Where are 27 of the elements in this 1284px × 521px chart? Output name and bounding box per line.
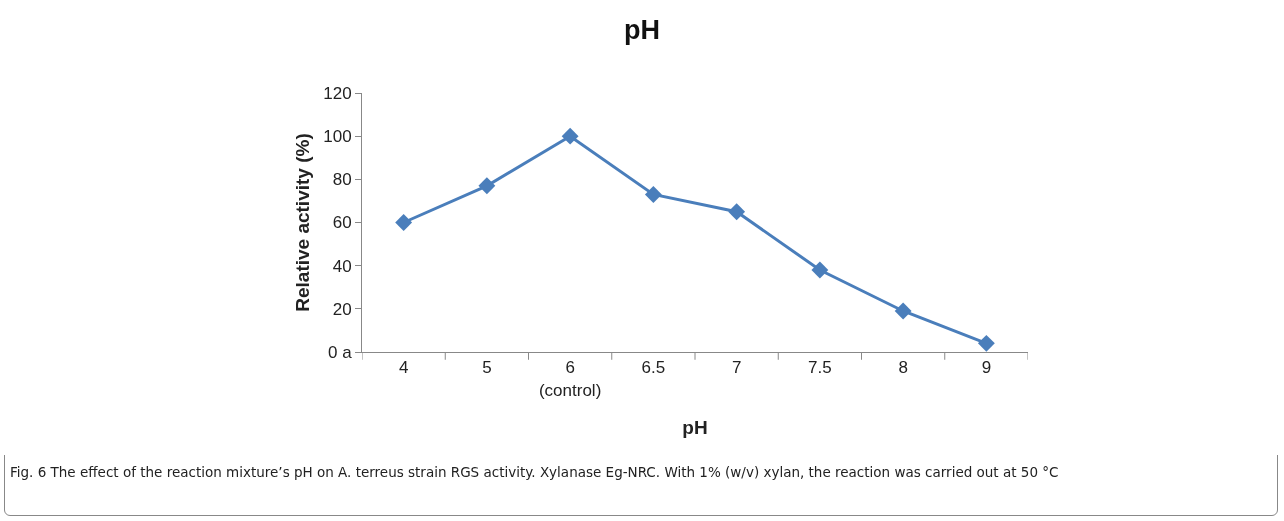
x-tick-label: 8 — [898, 358, 908, 378]
y-tick-label: 0 a — [327, 342, 353, 362]
point — [395, 214, 413, 231]
point — [478, 177, 496, 195]
y-tick-label: 20 — [332, 299, 352, 319]
y-tick-label: 80 — [332, 170, 352, 190]
y-tick-label: 60 — [332, 213, 352, 233]
y-tick-label: 100 — [323, 127, 352, 147]
y-tick-label: 120 — [323, 83, 352, 103]
x-tick-label: 7 — [731, 358, 742, 378]
chart-title: pH — [624, 15, 660, 46]
point — [811, 261, 829, 279]
x-tick-label: 7.5 — [808, 358, 832, 378]
point — [977, 334, 995, 352]
x-tick-label: 9 — [981, 358, 992, 378]
x-tick-label: 6.5 — [641, 358, 666, 378]
x-tick-label: 4 — [398, 358, 409, 378]
x-tick-label: 6 (control) — [538, 358, 602, 400]
point — [728, 203, 746, 221]
y-tick-label: 40 — [332, 256, 352, 276]
point — [561, 127, 579, 145]
x-axis-title: pH — [682, 417, 708, 439]
x-tick-label: 5 — [482, 358, 492, 378]
point — [644, 185, 662, 203]
y-axis-title: Relative activity (%) — [292, 133, 314, 312]
point — [894, 302, 912, 320]
caption: Fig. 6 The effect of the reaction mixture’s pH on A. terreus strain RGS activity. Xylanase Eg-NRC. With 1% (w/v) xylan, the reaction was carried out at 50 °C — [10, 463, 1060, 482]
